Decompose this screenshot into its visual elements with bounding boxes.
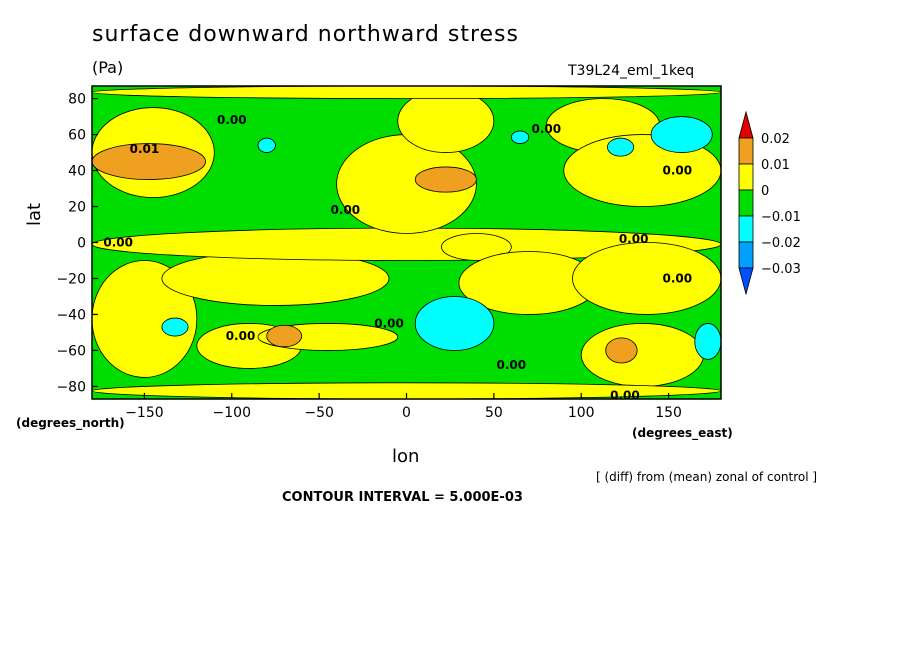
colorbar-swatch-5 xyxy=(738,241,754,269)
difference-note: [ (diff) from (mean) zonal of control ] xyxy=(596,470,818,484)
x-axis-units: (degrees_east) xyxy=(632,426,733,440)
colorbar-label-1: 0.01 xyxy=(761,158,790,173)
shaded-region-27 xyxy=(607,137,635,157)
contour-label-10: 0.00 xyxy=(497,358,527,372)
contour-label-9: 0.00 xyxy=(374,316,404,330)
shaded-region-18 xyxy=(414,166,477,193)
contour-labels: 0.00 0.01 0.00 0.00 0.00 0.00 0.00 0.00 0.00 0.00… xyxy=(103,113,692,402)
colorbar-swatch-3 xyxy=(738,189,754,217)
contour-interval: CONTOUR INTERVAL = 5.000E-03 xyxy=(282,490,523,505)
x-tick-label-2: −50 xyxy=(304,405,334,421)
contour-label-4: 0.00 xyxy=(663,164,693,178)
shaded-region-9 xyxy=(397,89,495,153)
contour-label-7: 0.00 xyxy=(663,271,693,285)
x-tick-label-5: 100 xyxy=(568,405,595,421)
y-tick-label-8: −80 xyxy=(56,379,86,395)
shaded-region-16 xyxy=(92,86,721,99)
colorbar-swatch-1 xyxy=(738,137,754,165)
y-tick-label-2: 40 xyxy=(68,164,86,180)
chart-units: (Pa) xyxy=(92,58,124,77)
x-tick-label-6: 150 xyxy=(655,405,682,421)
shaded-region-25 xyxy=(257,137,276,153)
contour-label-2: 0.00 xyxy=(103,236,133,250)
y-tick-label-1: 60 xyxy=(68,128,86,144)
colorbar-label-3: −0.01 xyxy=(761,210,801,225)
axis-ticks: −150 −100 −50 0 50 100 150 80 60 40 20 0 −20 −40 −60 −8… xyxy=(56,92,681,421)
contour-label-3: 0.00 xyxy=(531,122,561,136)
shaded-region-20 xyxy=(605,337,638,364)
contour-label-0: 0.00 xyxy=(217,113,247,127)
shaded-region-26 xyxy=(510,130,530,144)
y-axis-units: (degrees_north) xyxy=(16,416,125,430)
shaded-region-1 xyxy=(92,260,198,378)
x-tick-label-4: 50 xyxy=(485,405,503,421)
y-tick-label-6: −40 xyxy=(56,307,86,323)
shaded-region-23 xyxy=(694,323,721,360)
y-tick-label-4: 0 xyxy=(77,236,86,252)
y-axis-label: lat xyxy=(24,202,45,226)
y-tick-label-3: 20 xyxy=(68,200,86,216)
contour-label-5: 0.00 xyxy=(331,203,361,217)
y-tick-label-5: −20 xyxy=(56,271,86,287)
shaded-region-4 xyxy=(441,233,512,261)
y-tick-label-0: 80 xyxy=(68,92,86,108)
x-tick-label-3: 0 xyxy=(402,405,411,421)
colorbar-swatch-4 xyxy=(738,215,754,243)
contour-label-1: 0.01 xyxy=(130,142,160,156)
shaded-region-15 xyxy=(92,382,721,399)
shaded-regions xyxy=(92,86,721,399)
colorbar-label-5: −0.03 xyxy=(761,262,801,277)
colorbar: 0.02 0.01 0 −0.01 −0.02 −0.03 xyxy=(738,110,801,296)
shaded-region-24 xyxy=(650,116,713,153)
colorbar-label-0: 0.02 xyxy=(761,132,790,147)
x-axis-label: lon xyxy=(392,446,420,467)
shaded-region-6 xyxy=(572,242,721,315)
shaded-region-19 xyxy=(266,324,303,348)
shaded-region-14 xyxy=(580,323,704,387)
shaded-region-21 xyxy=(414,296,495,351)
shaded-region-22 xyxy=(161,317,189,337)
colorbar-swatch-2 xyxy=(738,163,754,191)
contour-label-6: 0.00 xyxy=(619,232,649,246)
colorbar-top-arrow xyxy=(738,110,754,139)
chart-title: surface downward northward stress xyxy=(92,22,519,47)
contour-label-8: 0.00 xyxy=(226,329,256,343)
colorbar-label-4: −0.02 xyxy=(761,236,801,251)
x-tick-label-0: −150 xyxy=(125,405,163,421)
contour-label-11: 0.00 xyxy=(610,388,640,402)
colorbar-bottom-arrow xyxy=(738,267,754,296)
colorbar-label-2: 0 xyxy=(761,184,769,199)
y-tick-label-7: −60 xyxy=(56,343,86,359)
x-tick-label-1: −100 xyxy=(213,405,251,421)
experiment-label: T39L24_eml_1keq xyxy=(568,63,695,79)
